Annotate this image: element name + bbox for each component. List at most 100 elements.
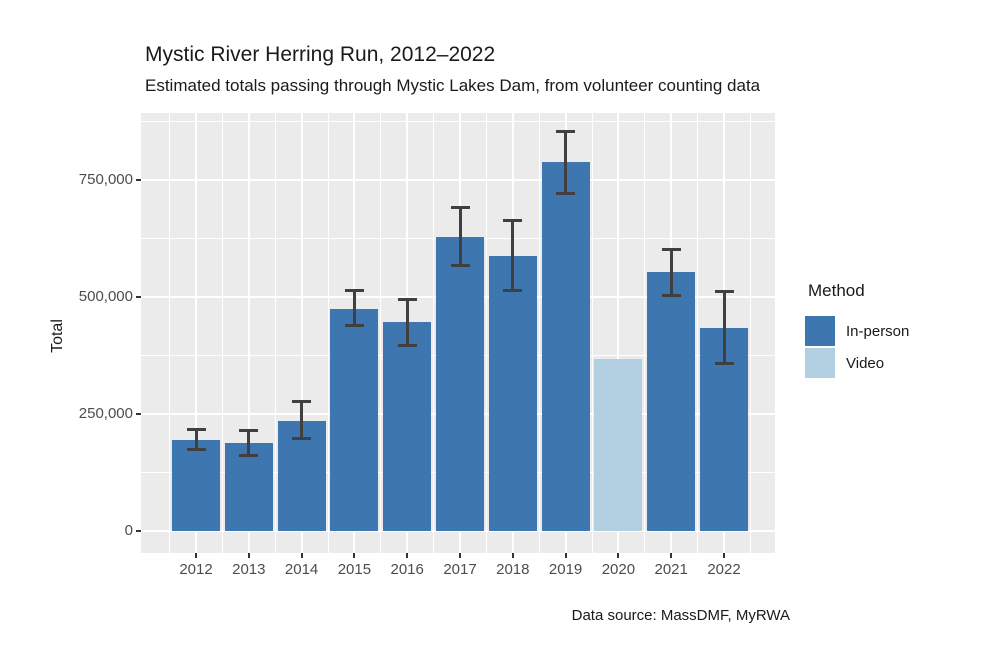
errorbar-cap-top-2017 [450,206,470,210]
x-tick-mark [353,553,356,558]
chart-title: Mystic River Herring Run, 2012–2022 [145,43,496,66]
errorbar-stem-2015 [352,290,356,326]
bar-2021 [647,271,696,531]
errorbar-cap-top-2015 [344,289,364,293]
gridline-minor-v [591,113,593,553]
chart-subtitle: Estimated totals passing through Mystic … [145,76,761,95]
errorbar-cap-bottom-2018 [503,289,523,293]
bar-2015 [330,309,379,531]
errorbar-cap-bottom-2019 [556,191,576,195]
errorbar-cap-bottom-2015 [344,323,364,327]
errorbar-cap-bottom-2014 [292,436,312,440]
errorbar-cap-bottom-2022 [714,361,734,365]
errorbar-cap-top-2019 [556,130,576,134]
errorbar-cap-top-2014 [292,400,312,404]
errorbar-cap-top-2013 [239,428,259,432]
y-tick-label: 500,000 [78,288,133,305]
x-tick-label: 2020 [601,561,636,578]
gridline-major-v [195,113,197,553]
x-tick-label: 2022 [707,561,741,578]
errorbar-stem-2014 [300,401,304,439]
chart-caption: Data source: MassDMF, MyRWA [571,607,790,624]
legend-item-video: Video [805,348,884,378]
errorbar-cap-top-2021 [661,247,681,251]
gridline-major-v [247,113,250,553]
x-tick-label: 2013 [232,561,266,578]
x-tick-mark [195,553,197,558]
x-tick-label: 2014 [284,561,319,578]
errorbar-stem-2012 [194,429,198,450]
gridline-minor-v [274,113,276,553]
x-tick-label: 2021 [654,561,688,578]
legend-key-swatch [805,348,835,378]
gridline-major-v [300,113,303,553]
errorbar-stem-2017 [458,207,462,266]
gridline-minor-v [697,113,699,553]
bar-2016 [383,321,432,531]
bar-2013 [224,443,273,531]
x-tick-mark [670,553,673,558]
gridline-major-h [141,179,775,181]
x-tick-mark [564,553,567,558]
x-tick-mark [511,553,514,558]
x-tick-label: 2018 [496,561,530,578]
errorbar-stem-2022 [722,291,726,364]
errorbar-cap-bottom-2013 [239,453,259,457]
x-tick-mark [459,553,461,558]
errorbar-cap-bottom-2016 [397,343,417,347]
errorbar-cap-top-2012 [186,428,206,432]
plot-panel [141,113,775,553]
x-tick-label: 2017 [443,561,477,578]
y-tick-label: 250,000 [78,405,133,422]
x-tick-mark [723,553,725,558]
gridline-minor-v [485,113,487,553]
legend-item-label: In-person [846,322,910,340]
errorbar-cap-top-2022 [714,290,734,294]
gridline-major-h [141,530,775,532]
gridline-minor-h [141,121,775,122]
legend-item-label: Video [846,354,885,372]
bar-2020 [594,359,643,531]
errorbar-stem-2019 [564,131,568,194]
errorbar-cap-top-2018 [503,218,523,222]
errorbar-cap-bottom-2021 [661,293,681,297]
gridline-minor-v [380,113,382,553]
gridline-minor-v [538,113,540,553]
x-tick-label: 2012 [179,561,213,578]
y-tick-mark [136,179,141,181]
errorbar-cap-bottom-2017 [450,263,470,267]
errorbar-stem-2013 [247,430,251,456]
x-tick-mark [406,553,409,558]
x-tick-label: 2016 [390,561,424,578]
errorbar-stem-2021 [669,249,673,296]
bar-2019 [541,162,590,531]
gridline-minor-v [327,113,329,553]
gridline-major-v [617,113,620,553]
gridline-minor-v [221,113,223,553]
bar-2012 [172,439,220,531]
x-tick-label: 2019 [548,561,583,578]
x-tick-mark [247,553,250,558]
y-tick-label: 0 [124,522,133,539]
y-tick-mark [136,413,141,415]
legend-title: Method [808,281,865,300]
x-tick-label: 2015 [337,561,372,578]
bar-2018 [488,255,537,531]
gridline-minor-v [644,113,646,553]
y-tick-label: 750,000 [78,171,133,188]
legend-key-swatch [805,316,835,346]
gridline-minor-v [169,113,171,553]
gridline-minor-v [749,113,751,553]
gridline-minor-v [433,113,435,553]
y-tick-mark [136,530,141,532]
x-tick-mark [300,553,303,558]
legend-item-in-person: In-person [805,316,909,346]
x-tick-mark [617,553,620,558]
errorbar-stem-2018 [511,220,515,291]
y-tick-mark [136,296,141,298]
errorbar-stem-2016 [405,299,409,346]
errorbar-cap-top-2016 [397,297,417,301]
errorbar-cap-bottom-2012 [186,447,206,451]
bar-2017 [436,236,484,531]
